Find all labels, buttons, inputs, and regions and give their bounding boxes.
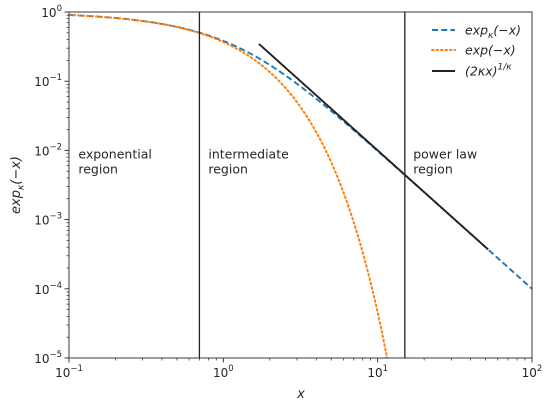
power-law-region-line-1: power law — [413, 146, 477, 161]
y-axis-ticks: 100 10−1 10−2 10−3 10−4 10−5 — [34, 4, 69, 366]
series-layer — [69, 14, 532, 358]
legend-label-1: expκ(−x) — [465, 23, 521, 42]
power-law-region-line-2: region — [413, 161, 453, 176]
x-axis-ticks: 10−1 100 101 102 — [55, 358, 542, 380]
y-axis-label-group: expκ(−x) — [9, 156, 27, 214]
legend-label-3: (2κx)1/κ — [465, 63, 512, 79]
exponential-region-line-1: exponential — [78, 146, 152, 161]
legend: expκ(−x)exp(−x) (2κx)1/κ — [431, 23, 521, 79]
x-axis-label: x — [296, 387, 305, 402]
region-dividers — [198, 12, 406, 358]
exponential-region-line-2: region — [78, 161, 118, 176]
intermediate-region-line-2: region — [208, 161, 248, 176]
series-line-3 — [258, 43, 489, 251]
region-annotations: exponentialregionintermediateregionpower… — [78, 146, 477, 176]
x-tick-label: 101 — [367, 364, 388, 380]
x-tick-label: 102 — [522, 364, 543, 380]
y-tick-label: 10−4 — [34, 281, 62, 297]
y-tick-label: 10−2 — [34, 142, 62, 158]
x-tick-label: 10−1 — [55, 364, 83, 380]
y-tick-label: 10−1 — [34, 73, 62, 89]
series-line-2 — [69, 14, 389, 358]
y-axis-label: expκ(−x) — [9, 156, 27, 214]
y-tick-label: 100 — [41, 4, 62, 20]
intermediate-region-line-1: intermediate — [208, 146, 289, 161]
legend-label-2: exp(−x) — [465, 43, 516, 58]
y-tick-label: 10−3 — [34, 212, 62, 228]
x-tick-label: 100 — [213, 364, 234, 380]
plot-frame — [68, 11, 533, 359]
y-tick-label: 10−5 — [34, 350, 62, 366]
